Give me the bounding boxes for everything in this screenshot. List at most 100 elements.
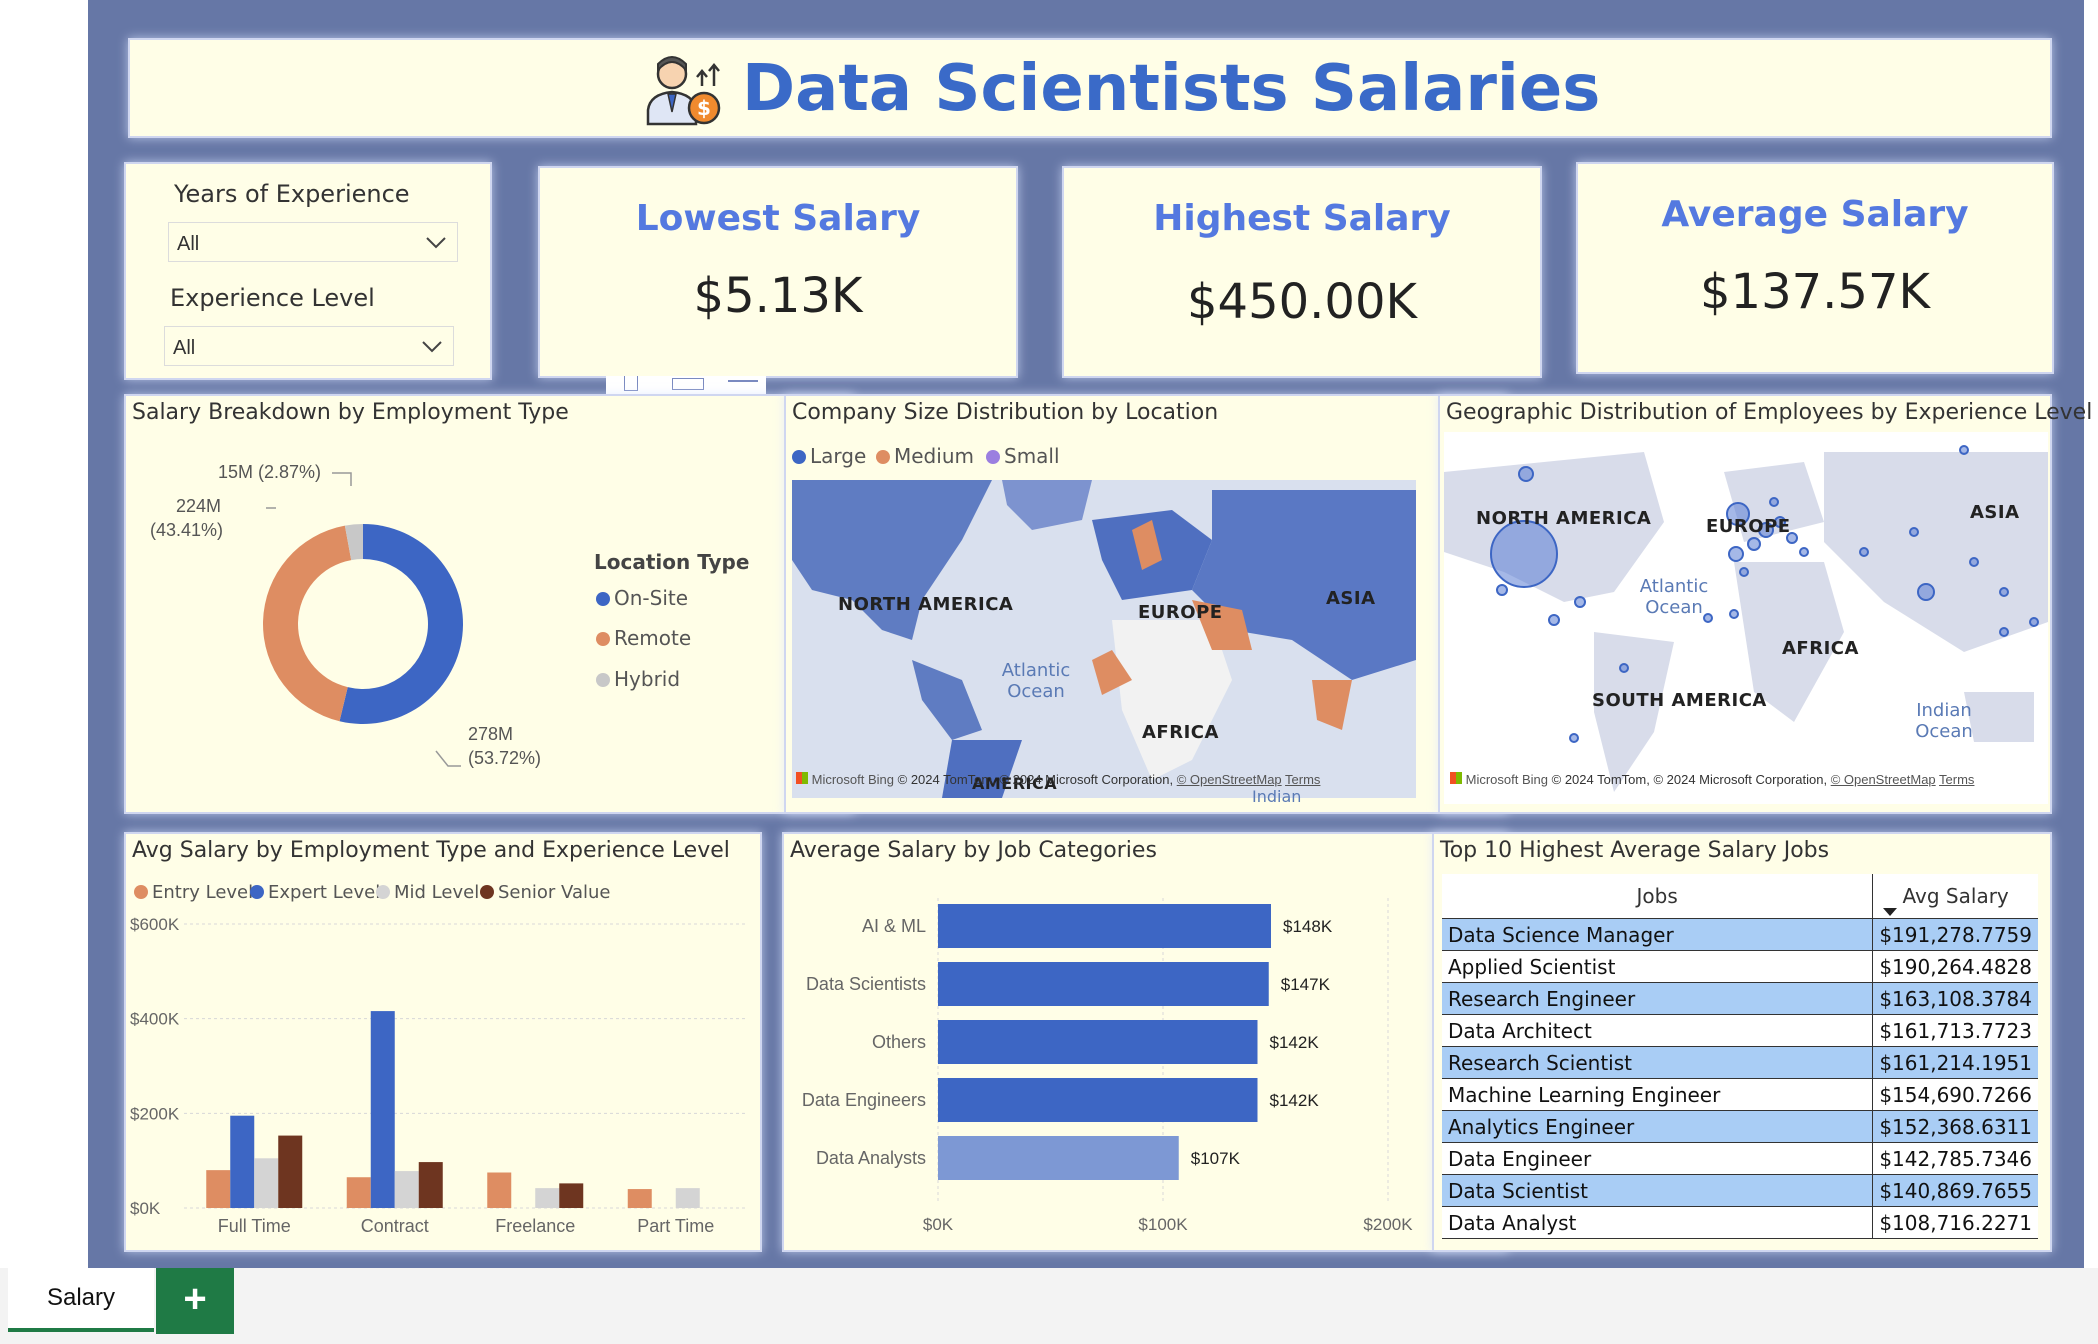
bubble-brazil[interactable] [1619, 663, 1629, 673]
donut-slice-on-site[interactable] [339, 524, 463, 724]
bubble-india[interactable] [1917, 583, 1935, 601]
choropleth-map[interactable] [792, 480, 1416, 798]
geo-map-attribution: Microsoft Bing © 2024 TomTom, © 2024 Mic… [1450, 772, 1974, 787]
legend-entry[interactable]: Entry Level [134, 882, 253, 903]
bar-data-scientists[interactable] [938, 962, 1269, 1006]
column-header-label: Avg Salary [1902, 884, 2009, 908]
legend-label: On-Site [614, 586, 689, 610]
bar-others[interactable] [938, 1020, 1258, 1064]
bubble-uk[interactable] [1726, 502, 1750, 526]
focus-mode-icon[interactable] [672, 378, 704, 390]
pin-icon[interactable] [624, 376, 638, 391]
dashboard-title: Data Scientists Salaries [742, 52, 1601, 126]
legend-large[interactable]: Large [792, 444, 866, 468]
bar-part-time-entry-level[interactable] [627, 1189, 652, 1208]
legend-small[interactable]: Small [986, 444, 1060, 468]
donut-legend-onsite[interactable]: On-Site [596, 586, 688, 610]
bubble-caribbean[interactable] [1574, 596, 1586, 608]
legend-senior[interactable]: Senior Value [480, 882, 610, 903]
central-america-region [912, 660, 982, 740]
add-sheet-button[interactable]: + [156, 1268, 234, 1334]
years-dropdown[interactable]: All [168, 222, 458, 262]
bubble-asia-2[interactable] [1909, 527, 1919, 537]
bar-part-time-mid-level[interactable] [675, 1188, 700, 1208]
bubble-canada[interactable] [1518, 466, 1534, 482]
bubble-europe-2[interactable] [1774, 516, 1786, 528]
more-options-icon[interactable] [728, 380, 758, 382]
level-dropdown[interactable]: All [164, 326, 454, 366]
bar-contract-entry-level[interactable] [346, 1177, 371, 1208]
column-header-jobs[interactable]: Jobs [1442, 874, 1873, 919]
bar-freelance-mid-level[interactable] [535, 1188, 560, 1208]
table-row[interactable]: Research Engineer $163,108.3784 [1442, 982, 2038, 1015]
bubble-mexico[interactable] [1496, 584, 1508, 596]
bubble-argentina[interactable] [1569, 733, 1579, 743]
table-row[interactable]: Machine Learning Engineer $154,690.7266 [1442, 1078, 2038, 1111]
bubble-usa[interactable] [1490, 520, 1558, 588]
bubble-germany[interactable] [1758, 522, 1774, 538]
bar-ai-ml[interactable] [938, 904, 1271, 948]
donut-slice-hybrid[interactable] [344, 524, 363, 561]
bar-data-engineers[interactable] [938, 1078, 1258, 1122]
donut-slice-remote[interactable] [263, 525, 352, 722]
terms-link[interactable]: Terms [1285, 772, 1321, 787]
top10-table: Jobs Avg Salary Data Science Manager $191… [1442, 874, 2038, 1239]
table-row[interactable]: Data Scientist $140,869.7655 [1442, 1174, 2038, 1207]
bubble-africa-1[interactable] [1703, 613, 1713, 623]
terms-link[interactable]: Terms [1939, 772, 1975, 787]
table-row[interactable]: Analytics Engineer $152,368.6311 [1442, 1110, 2038, 1143]
bubble-asia-5[interactable] [1859, 547, 1869, 557]
table-row[interactable]: Data Architect $161,713.7723 [1442, 1014, 2038, 1047]
bar-full-time-entry-level[interactable] [206, 1170, 231, 1208]
data-label: $142K [1270, 1033, 1320, 1052]
map-label-europe: EUROPE [1138, 602, 1223, 623]
bar-contract-expert-level[interactable] [370, 1011, 395, 1208]
bubble-europe-1[interactable] [1747, 537, 1761, 551]
kpi-highest-value: $450.00K [1187, 274, 1417, 330]
bing-label: Microsoft Bing [1465, 772, 1548, 787]
salary-cell: $190,264.4828 [1872, 950, 2038, 983]
legend-medium[interactable]: Medium [876, 444, 974, 468]
bubble-asia-3[interactable] [1999, 587, 2009, 597]
bar-contract-senior-value[interactable] [418, 1162, 443, 1208]
donut-legend-hybrid[interactable]: Hybrid [596, 667, 680, 691]
table-row[interactable]: Data Science Manager $191,278.7759 [1442, 918, 2038, 951]
hbar-card: Average Salary by Job Categories $0K $100… [782, 832, 1508, 1252]
bubble-europe-6[interactable] [1799, 547, 1809, 557]
column-header-avg-salary[interactable]: Avg Salary [1872, 874, 2038, 919]
bar-full-time-expert-level[interactable] [230, 1115, 255, 1208]
attribution-text: © 2024 TomTom, © 2024 Microsoft Corporat… [1551, 772, 1828, 787]
bubble-europe-5[interactable] [1769, 497, 1779, 507]
bar-contract-mid-level[interactable] [394, 1171, 419, 1208]
bubble-europe-4[interactable] [1728, 546, 1744, 562]
legend-expert[interactable]: Expert Level [250, 882, 380, 903]
bar-full-time-mid-level[interactable] [254, 1158, 279, 1208]
job-cell: Research Engineer [1442, 982, 1873, 1015]
geo-label-indian: Indian Ocean [1915, 700, 1973, 742]
bubble-australia[interactable] [1999, 627, 2009, 637]
bubble-asia-1[interactable] [1969, 557, 1979, 567]
grouped-bar-card: Avg Salary by Employment Type and Experi… [124, 832, 762, 1252]
bubble-asia-4[interactable] [1959, 445, 1969, 455]
geo-label-atlantic: Atlantic Ocean [1639, 576, 1709, 618]
table-row[interactable]: Research Scientist $161,214.1951 [1442, 1046, 2038, 1079]
bubble-nz[interactable] [2029, 617, 2039, 627]
bubble-africa-2[interactable] [1729, 609, 1739, 619]
bubble-central-america[interactable] [1548, 614, 1560, 626]
bubble-europe-7[interactable] [1739, 567, 1749, 577]
bar-full-time-senior-value[interactable] [278, 1135, 303, 1208]
table-row[interactable]: Data Engineer $142,785.7346 [1442, 1142, 2038, 1175]
bar-data-analysts[interactable] [938, 1136, 1179, 1180]
table-row[interactable]: Applied Scientist $190,264.4828 [1442, 950, 2038, 983]
bar-freelance-entry-level[interactable] [487, 1172, 512, 1209]
osm-link[interactable]: © OpenStreetMap [1830, 772, 1936, 787]
osm-link[interactable]: © OpenStreetMap [1176, 772, 1282, 787]
bubble-map[interactable] [1444, 432, 2048, 804]
bar-freelance-senior-value[interactable] [559, 1183, 584, 1208]
donut-legend-remote[interactable]: Remote [596, 626, 691, 650]
sheet-tab-salary[interactable]: Salary [8, 1268, 154, 1332]
table-row[interactable]: Data Analyst $108,716.2271 [1442, 1206, 2038, 1239]
bubble-europe-3[interactable] [1786, 532, 1798, 544]
legend-mid[interactable]: Mid Level [376, 882, 479, 903]
y-tick-label: $200K [130, 1104, 180, 1123]
